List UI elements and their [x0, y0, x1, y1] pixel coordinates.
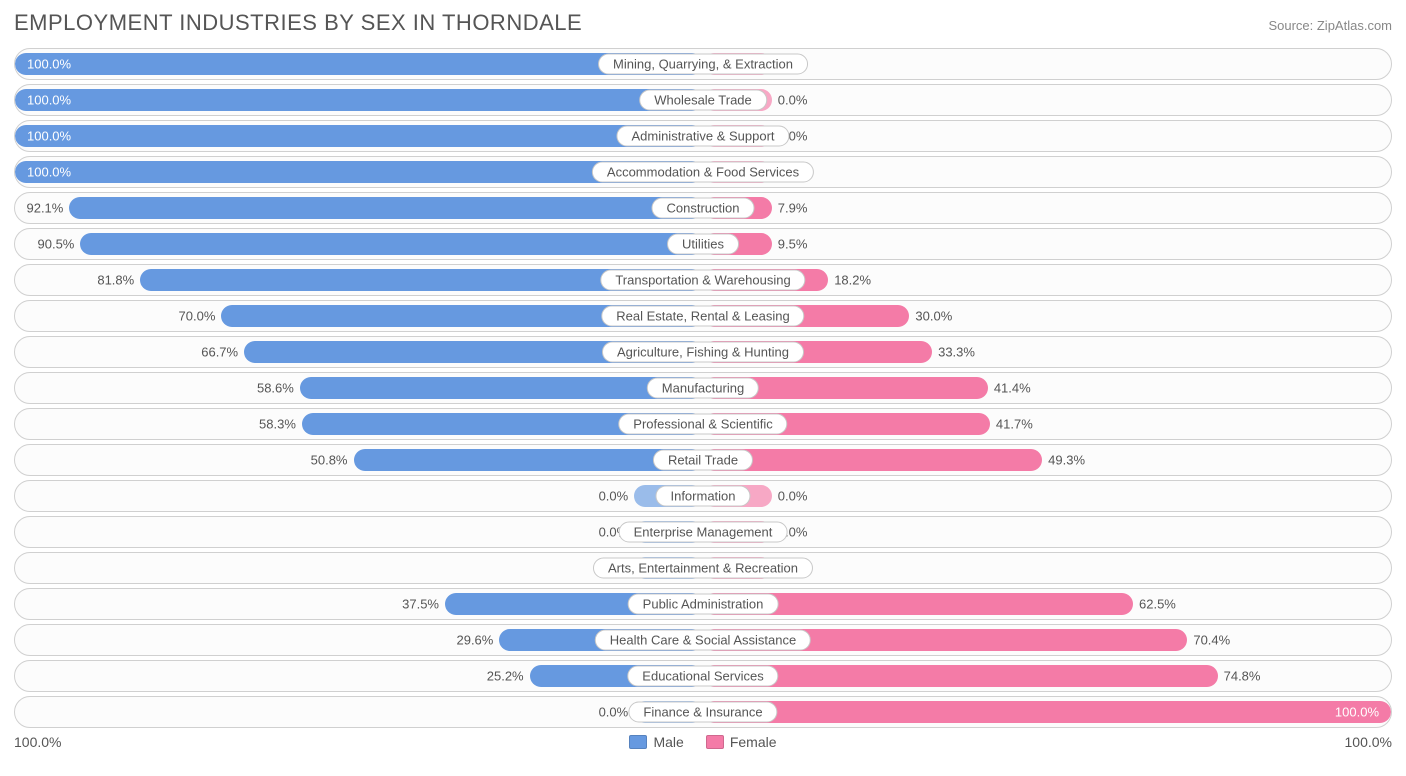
female-bar [703, 701, 1391, 723]
male-value: 25.2% [487, 669, 524, 684]
female-value: 49.3% [1048, 453, 1085, 468]
chart-row: 0.0% 100.0% Finance & Insurance [14, 696, 1392, 728]
row-label: Agriculture, Fishing & Hunting [602, 342, 804, 363]
chart-row: 0.0% 0.0% Information [14, 480, 1392, 512]
row-label: Finance & Insurance [628, 702, 777, 723]
male-bar [300, 377, 703, 399]
axis-right-label: 100.0% [1345, 734, 1392, 750]
chart-row: 0.0%0.0%Enterprise Management [14, 516, 1392, 548]
male-value: 100.0% [27, 57, 71, 72]
chart-row: 25.2% 74.8% Educational Services [14, 660, 1392, 692]
female-value: 100.0% [1335, 705, 1379, 720]
row-label: Real Estate, Rental & Leasing [601, 306, 804, 327]
chart-row: 58.3% 41.7% Professional & Scientific [14, 408, 1392, 440]
row-label: Construction [652, 198, 755, 219]
chart-row: 100.0% 0.0% Wholesale Trade [14, 84, 1392, 116]
chart-row: 37.5% 62.5% Public Administration [14, 588, 1392, 620]
row-label: Professional & Scientific [618, 414, 787, 435]
row-label: Accommodation & Food Services [592, 162, 814, 183]
female-value: 0.0% [778, 489, 808, 504]
chart-row: 66.7% 33.3% Agriculture, Fishing & Hunting [14, 336, 1392, 368]
row-label: Mining, Quarrying, & Extraction [598, 54, 808, 75]
row-label: Transportation & Warehousing [600, 270, 805, 291]
male-value: 100.0% [27, 93, 71, 108]
chart-source: Source: ZipAtlas.com [1268, 18, 1392, 33]
male-value: 58.3% [259, 417, 296, 432]
female-value: 41.7% [996, 417, 1033, 432]
female-value: 62.5% [1139, 597, 1176, 612]
male-value: 37.5% [402, 597, 439, 612]
male-value: 0.0% [599, 705, 629, 720]
row-label: Utilities [667, 234, 739, 255]
chart-footer: 100.0% Male Female 100.0% [14, 734, 1392, 750]
male-value: 92.1% [26, 201, 63, 216]
female-value: 7.9% [778, 201, 808, 216]
male-bar [354, 449, 704, 471]
male-value: 100.0% [27, 129, 71, 144]
male-bar [15, 125, 703, 147]
male-bar [15, 89, 703, 111]
row-label: Public Administration [628, 594, 779, 615]
row-label: Wholesale Trade [639, 90, 767, 111]
row-label: Manufacturing [647, 378, 759, 399]
legend-swatch [629, 735, 647, 749]
female-value: 9.5% [778, 237, 808, 252]
chart-row: 70.0% 30.0% Real Estate, Rental & Leasing [14, 300, 1392, 332]
chart-row: 100.0%0.0%Accommodation & Food Services [14, 156, 1392, 188]
chart-row: 90.5% 9.5% Utilities [14, 228, 1392, 260]
row-label: Information [655, 486, 750, 507]
male-value: 100.0% [27, 165, 71, 180]
female-value: 74.8% [1224, 669, 1261, 684]
female-value: 41.4% [994, 381, 1031, 396]
chart-row: 50.8% 49.3% Retail Trade [14, 444, 1392, 476]
row-label: Retail Trade [653, 450, 753, 471]
row-label: Administrative & Support [616, 126, 789, 147]
chart-row: 100.0%0.0%Administrative & Support [14, 120, 1392, 152]
legend-label: Female [730, 734, 777, 750]
male-bar [80, 233, 703, 255]
chart-row: 29.6% 70.4% Health Care & Social Assistanc… [14, 624, 1392, 656]
male-bar [69, 197, 703, 219]
legend: Male Female [629, 734, 776, 750]
female-value: 30.0% [915, 309, 952, 324]
axis-left-label: 100.0% [14, 734, 61, 750]
female-bar [703, 449, 1042, 471]
female-value: 70.4% [1193, 633, 1230, 648]
chart-row: 81.8% 18.2% Transportation & Warehousing [14, 264, 1392, 296]
chart-header: EMPLOYMENT INDUSTRIES BY SEX IN THORNDAL… [14, 10, 1392, 36]
legend-item: Female [706, 734, 777, 750]
male-value: 90.5% [38, 237, 75, 252]
chart-title: EMPLOYMENT INDUSTRIES BY SEX IN THORNDAL… [14, 10, 582, 36]
male-value: 66.7% [201, 345, 238, 360]
female-value: 0.0% [778, 93, 808, 108]
row-label: Arts, Entertainment & Recreation [593, 558, 813, 579]
legend-label: Male [653, 734, 683, 750]
male-value: 81.8% [97, 273, 134, 288]
female-value: 33.3% [938, 345, 975, 360]
row-label: Educational Services [627, 666, 778, 687]
legend-swatch [706, 735, 724, 749]
male-value: 58.6% [257, 381, 294, 396]
male-value: 0.0% [599, 489, 629, 504]
chart-row: 92.1% 7.9% Construction [14, 192, 1392, 224]
chart-row: 100.0%0.0%Mining, Quarrying, & Extractio… [14, 48, 1392, 80]
chart-row: 58.6% 41.4% Manufacturing [14, 372, 1392, 404]
male-value: 29.6% [456, 633, 493, 648]
row-label: Enterprise Management [619, 522, 788, 543]
male-value: 70.0% [179, 309, 216, 324]
male-value: 50.8% [311, 453, 348, 468]
female-value: 18.2% [834, 273, 871, 288]
row-label: Health Care & Social Assistance [595, 630, 811, 651]
chart-row: 0.0%0.0%Arts, Entertainment & Recreation [14, 552, 1392, 584]
diverging-bar-chart: 100.0% 0.0% Mining, Quarrying, & Extractio… [14, 48, 1392, 728]
female-bar [703, 665, 1218, 687]
legend-item: Male [629, 734, 683, 750]
